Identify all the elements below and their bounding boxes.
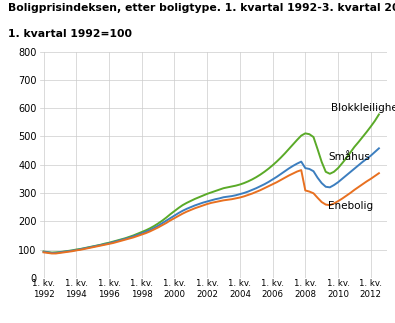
Text: Småhus: Småhus <box>328 152 370 162</box>
Text: Blokkleiligheter: Blokkleiligheter <box>331 103 395 113</box>
Text: Enebolig: Enebolig <box>328 201 373 211</box>
Text: Boligprisindeksen, etter boligtype. 1. kvartal 1992-3. kvartal 2012.: Boligprisindeksen, etter boligtype. 1. k… <box>8 3 395 13</box>
Text: 1. kvartal 1992=100: 1. kvartal 1992=100 <box>8 29 132 39</box>
